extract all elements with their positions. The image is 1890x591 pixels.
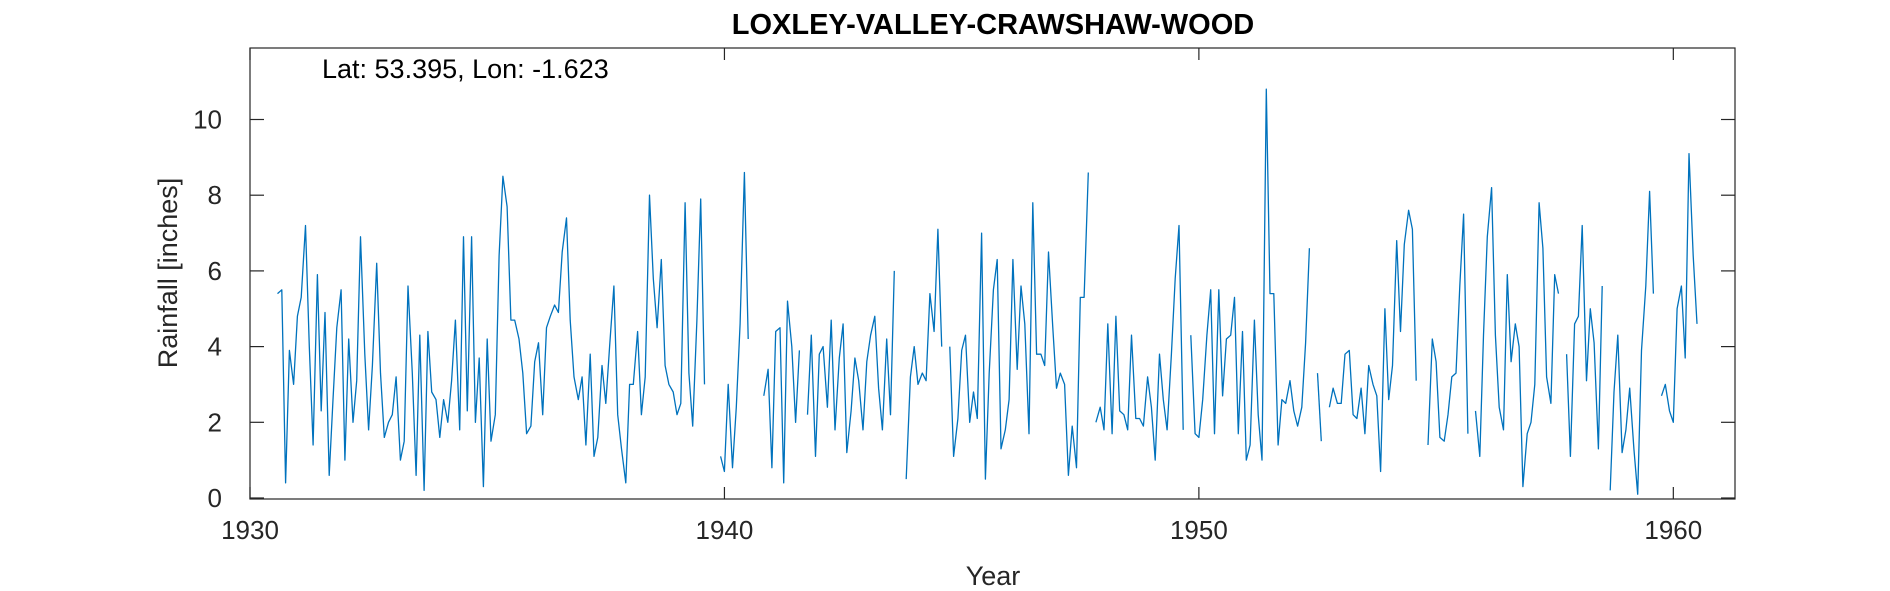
series-0-line-segment (1474, 186, 1560, 488)
y-tick-label: 8 (208, 180, 222, 210)
series-0-line-segment (1095, 224, 1184, 461)
series-0-line-segment (905, 228, 943, 480)
series-group (277, 88, 1698, 495)
plot-box (249, 47, 1736, 500)
series-0-line-segment (1316, 373, 1322, 442)
series-0-line-segment (1427, 213, 1469, 446)
x-tick-label: 1950 (1170, 515, 1228, 545)
x-tick-label: 1960 (1644, 515, 1702, 545)
series-0-line-segment (277, 175, 706, 492)
y-tick-label: 0 (208, 483, 222, 513)
series-0-line-segment (719, 171, 749, 473)
series-0-line-segment (1660, 152, 1698, 423)
series-0-line-segment (806, 270, 895, 458)
y-tick-label: 6 (208, 256, 222, 286)
series-0-line-segment (1609, 190, 1655, 495)
series-0-line-segment (949, 172, 1089, 480)
series-0-line-segment (1565, 224, 1603, 458)
x-tick-label: 1930 (221, 515, 279, 545)
series-0-line-segment (1190, 88, 1311, 461)
x-axis-label: Year (966, 561, 1021, 591)
y-axis: 0 2 4 6 8 10 (193, 105, 1735, 513)
series-0-line-segment (763, 300, 801, 484)
y-axis-label: Rainfall [inches] (153, 178, 183, 369)
location-annotation: Lat: 53.395, Lon: -1.623 (322, 54, 609, 84)
chart-title: LOXLEY-VALLEY-CRAWSHAW-WOOD (732, 9, 1254, 41)
y-tick-label: 4 (208, 332, 222, 362)
y-tick-label: 10 (193, 105, 222, 135)
x-axis: 1930 1940 1950 1960 (221, 48, 1702, 545)
x-tick-label: 1940 (696, 515, 754, 545)
y-tick-label: 2 (208, 407, 222, 437)
series-0-line-segment (1328, 209, 1417, 473)
